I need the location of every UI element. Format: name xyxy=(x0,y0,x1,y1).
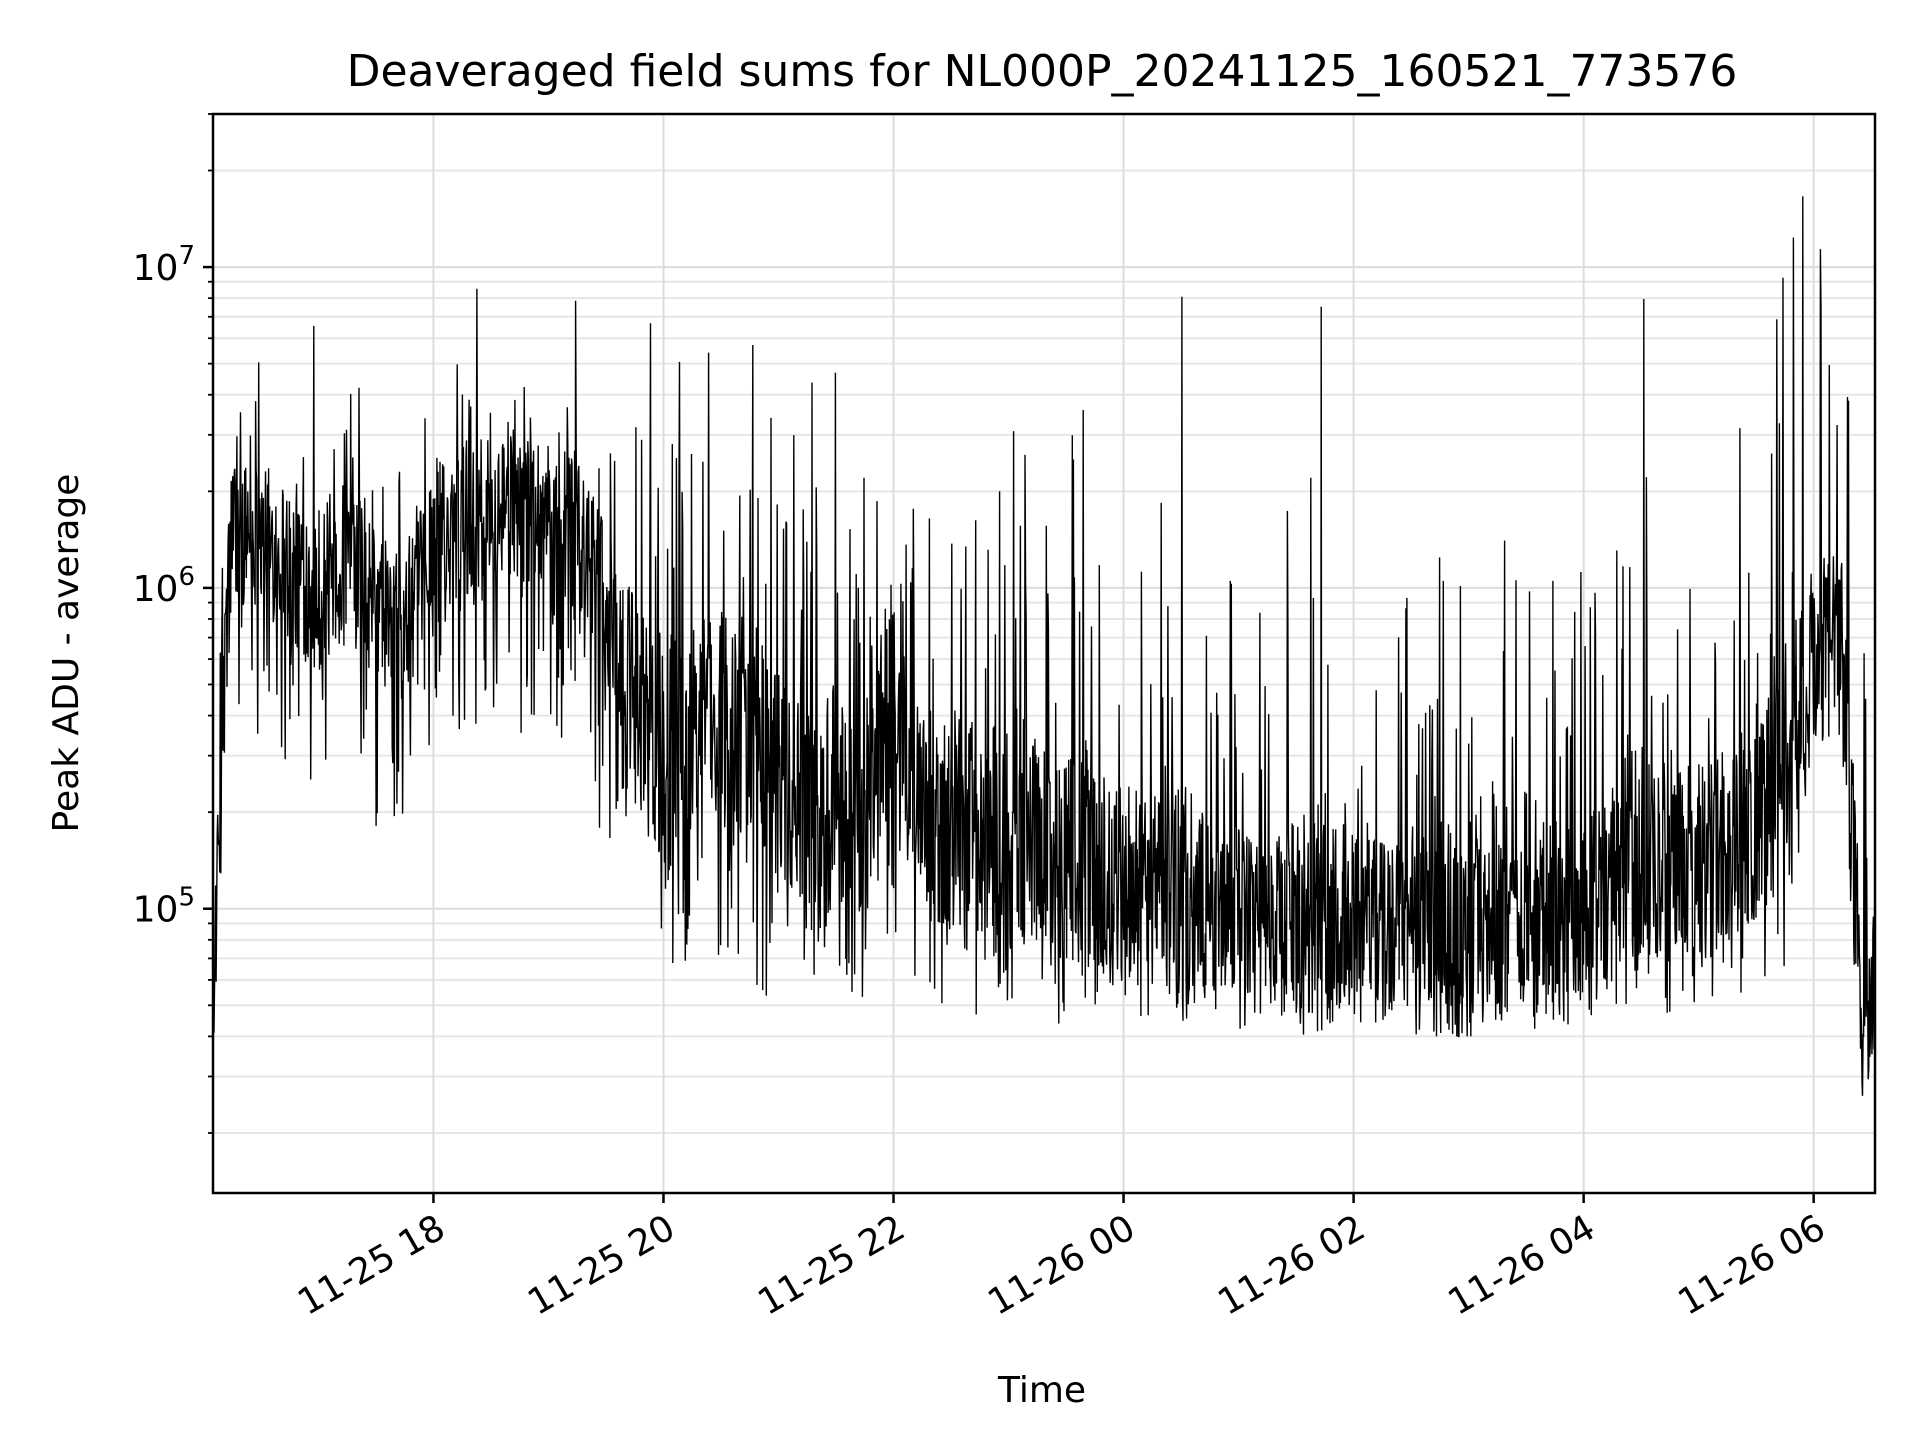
y-tick-label: 107 xyxy=(133,241,195,289)
y-tick-label: 105 xyxy=(133,883,195,931)
plot-area xyxy=(212,196,1876,1096)
chart-title: Deaveraged field sums for NL000P_2024112… xyxy=(347,46,1738,97)
x-axis-label: Time xyxy=(997,1370,1086,1411)
axes-frame xyxy=(211,112,1877,1195)
series-line xyxy=(212,196,1876,1096)
y-tick-label: 106 xyxy=(133,562,195,610)
y-axis-label: Peak ADU - average xyxy=(46,474,87,833)
